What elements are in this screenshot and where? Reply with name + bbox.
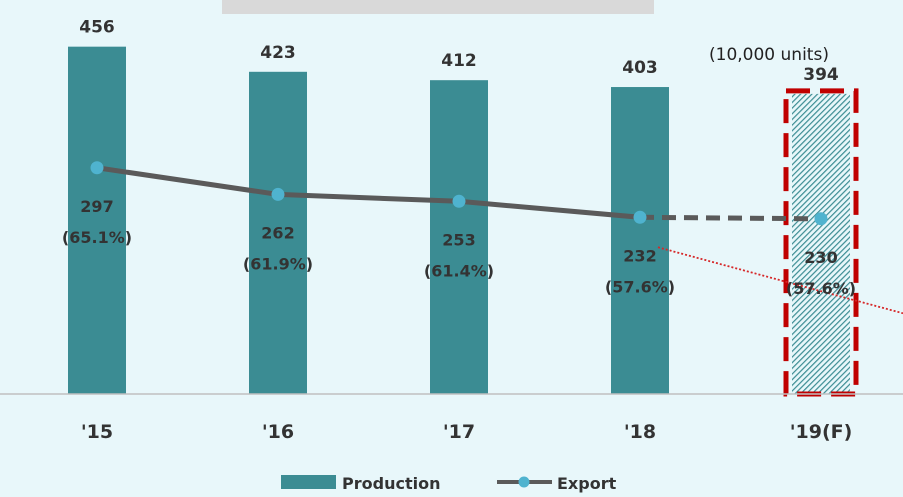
- production-label-2: 412: [441, 51, 477, 71]
- x-tick-label-4: '19(F): [790, 421, 853, 443]
- unit-label: (10,000 units): [709, 45, 829, 65]
- export-point-2: [452, 194, 466, 208]
- legend-export-marker: [518, 476, 530, 488]
- export-share-2: (61.4%): [424, 261, 494, 280]
- export-point-1: [271, 187, 285, 201]
- export-line-group: [90, 161, 828, 226]
- trend-line: [657, 246, 903, 315]
- top-banner: [222, 0, 654, 14]
- production-label-0: 456: [79, 18, 115, 38]
- export-label-3: 232: [623, 246, 656, 265]
- x-tick-label-0: '15: [81, 421, 113, 443]
- export-point-3: [633, 210, 647, 224]
- production-bar-3: [611, 87, 669, 394]
- export-point-0: [90, 161, 104, 175]
- production-label-4: 394: [803, 65, 839, 85]
- x-tick-labels: '15 '16 '17 '18 '19(F): [81, 421, 852, 443]
- production-bar-2: [430, 80, 488, 395]
- export-share-4: (57.6%): [786, 279, 856, 298]
- legend: Production Export: [281, 474, 617, 493]
- production-bar-0: [68, 46, 126, 395]
- export-label-2: 253: [442, 230, 475, 249]
- export-label-0: 297: [80, 197, 113, 216]
- export-label-1: 262: [261, 223, 294, 242]
- x-tick-label-3: '18: [624, 421, 656, 443]
- export-forecast-line: [639, 214, 822, 222]
- data-labels: 456 423 412 403 394 297 (65.1%) 262 (61.9%) 253 (6…: [62, 18, 856, 298]
- production-label-3: 403: [622, 58, 658, 78]
- export-line: [96, 165, 641, 220]
- legend-production-label: Production: [342, 474, 440, 493]
- legend-production-swatch: [281, 475, 336, 489]
- production-bar-4: [792, 93, 850, 395]
- legend-export-label: Export: [557, 474, 617, 493]
- x-tick-label-2: '17: [443, 421, 475, 443]
- export-share-1: (61.9%): [243, 254, 313, 273]
- production-label-1: 423: [260, 43, 296, 63]
- x-tick-label-1: '16: [262, 421, 294, 443]
- production-bar-1: [249, 71, 307, 395]
- export-share-3: (57.6%): [605, 277, 675, 296]
- export-label-4: 230: [804, 248, 837, 267]
- production-bars: [68, 46, 850, 395]
- export-point-4: [814, 212, 828, 226]
- export-share-0: (65.1%): [62, 228, 132, 247]
- trend-group: [657, 246, 903, 315]
